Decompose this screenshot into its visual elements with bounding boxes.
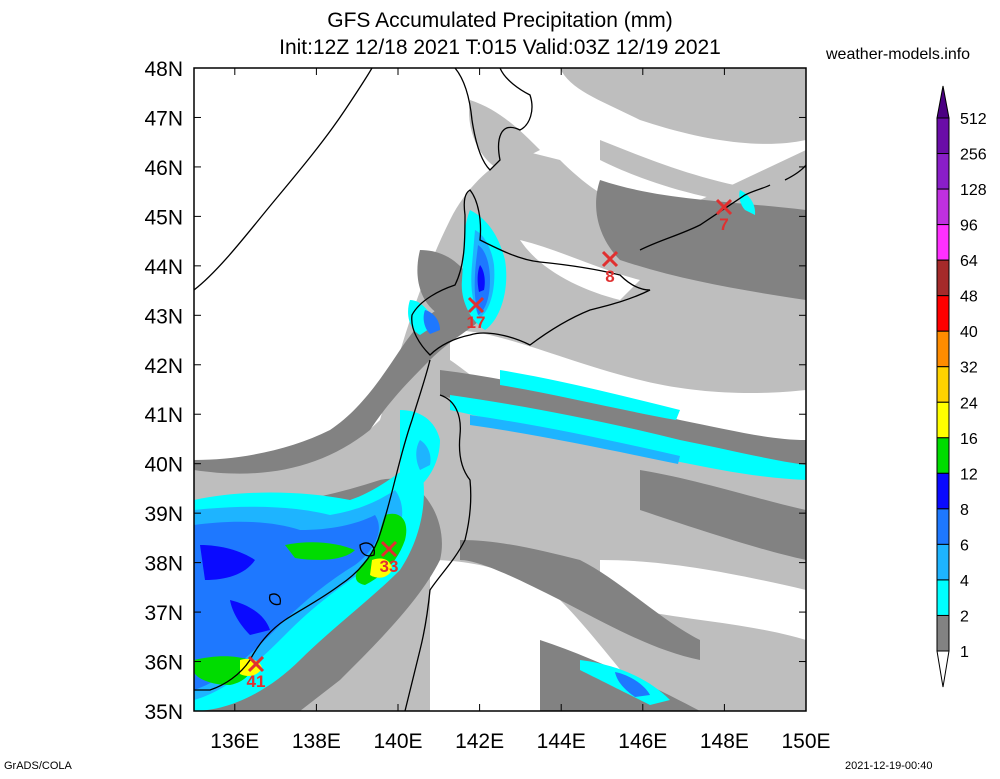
lat-label: 36N [144, 652, 183, 675]
map-frame [193, 67, 807, 712]
station-marker: 7 [715, 198, 733, 234]
station-marker: 8 [601, 250, 619, 286]
colorbar-label: 4 [960, 573, 969, 590]
lat-labels: 48N 47N 46N 45N 44N 43N 42N 41N 40N 39N 38N 37N 36N 3… [144, 58, 183, 724]
colorbar-swatch [936, 508, 950, 545]
lon-label: 142E [455, 730, 504, 753]
colorbar-swatch [936, 330, 950, 368]
lon-label: 150E [781, 730, 830, 753]
lat-label: 41N [144, 404, 183, 427]
station-marker: 17 [467, 296, 486, 332]
lat-label: 40N [144, 454, 183, 477]
station-marker: 41 [247, 655, 266, 691]
colorbar-label: 64 [960, 253, 978, 270]
station-marker: 33 [380, 540, 399, 576]
lat-label: 42N [144, 355, 183, 378]
colorbar-swatch [936, 401, 950, 439]
colorbar-label: 8 [960, 502, 969, 519]
colorbar-swatch [936, 437, 950, 474]
lat-label: 39N [144, 503, 183, 526]
lat-label: 43N [144, 305, 183, 328]
lat-ticks [194, 67, 806, 712]
lon-label: 136E [210, 730, 259, 753]
marker-value: 7 [719, 215, 728, 234]
colorbar-top-arrow [936, 85, 950, 119]
colorbar-swatch [936, 259, 950, 297]
colorbar-label: 512 [960, 111, 987, 128]
precipitation-field [194, 68, 806, 711]
colorbar-swatch [936, 614, 950, 652]
marker-cross-icon [380, 540, 398, 558]
colorbar-label: 48 [960, 289, 978, 306]
timestamp: 2021-12-19-00:40 [845, 760, 933, 772]
site-credit: weather-models.info [826, 46, 971, 63]
station-markers: 41 33 17 8 7 [247, 198, 733, 691]
colorbar-swatch [936, 117, 950, 155]
lon-label: 138E [292, 730, 341, 753]
colorbar-label: 6 [960, 537, 969, 554]
marker-cross-icon [247, 655, 265, 673]
marker-cross-icon [601, 250, 619, 268]
lon-label: 148E [700, 730, 749, 753]
lat-label: 47N [144, 107, 183, 130]
marker-value: 41 [247, 672, 266, 691]
colorbar-swatch [936, 224, 950, 261]
lon-label: 144E [537, 730, 586, 753]
marker-value: 8 [605, 267, 614, 286]
lon-ticks [234, 68, 807, 711]
colorbar-swatch [936, 543, 950, 581]
marker-cross-icon [467, 296, 485, 314]
lat-label: 46N [144, 157, 183, 180]
colorbar-swatch [936, 188, 950, 226]
lat-label: 45N [144, 206, 183, 229]
lat-label: 48N [144, 58, 183, 81]
colorbar-swatch [936, 295, 950, 332]
lat-label: 38N [144, 553, 183, 576]
colorbar-swatch [936, 579, 950, 616]
colorbar-label: 96 [960, 218, 978, 235]
colorbar-swatch [936, 366, 950, 403]
grads-credit: GrADS/COLA [4, 760, 72, 772]
coastlines [194, 68, 806, 711]
colorbar-label: 2 [960, 608, 969, 625]
colorbar-label: 16 [960, 431, 978, 448]
chart-title: GFS Accumulated Precipitation (mm) [327, 9, 673, 32]
colorbar-label: 24 [960, 395, 978, 412]
lat-label: 37N [144, 602, 183, 625]
lon-labels: 136E 138E 140E 142E 144E 146E 148E 150E [210, 730, 830, 753]
colorbar-swatch [936, 153, 950, 190]
lon-label: 146E [618, 730, 667, 753]
chart-subtitle: Init:12Z 12/18 2021 T:015 Valid:03Z 12/1… [279, 36, 721, 59]
marker-value: 33 [380, 557, 399, 576]
colorbar-label: 1 [960, 644, 969, 661]
colorbar-swatch [936, 472, 950, 510]
colorbar-label: 256 [960, 147, 987, 164]
lat-label: 44N [144, 256, 183, 279]
colorbar-bottom-arrow [936, 650, 950, 688]
lat-label: 35N [144, 701, 183, 724]
marker-value: 17 [467, 313, 486, 332]
colorbar-label: 32 [960, 360, 978, 377]
lon-label: 140E [373, 730, 422, 753]
colorbar-label: 40 [960, 324, 978, 341]
marker-cross-icon [715, 198, 733, 216]
colorbar-label: 128 [960, 182, 987, 199]
colorbar-label: 12 [960, 466, 978, 483]
